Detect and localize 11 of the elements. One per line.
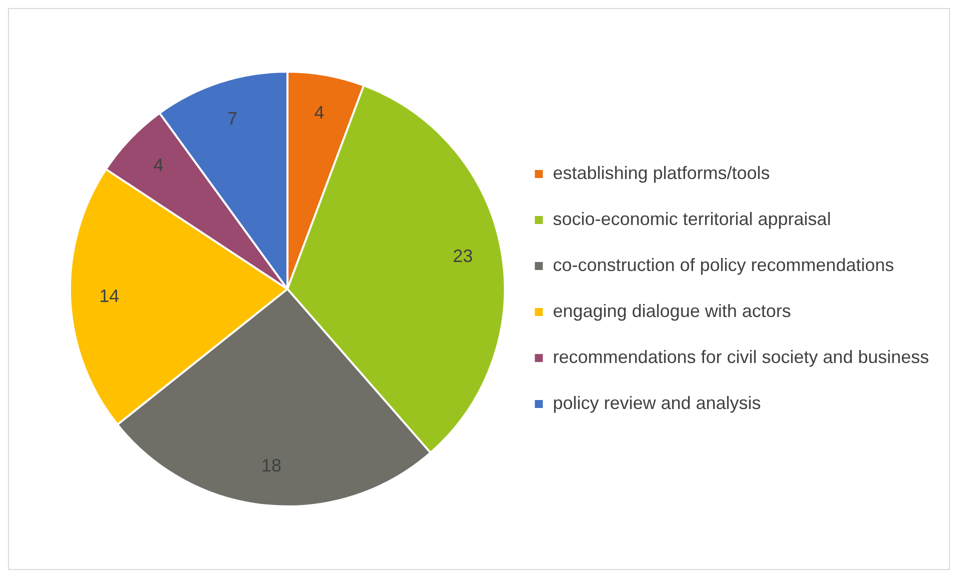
- legend-label: socio-economic territorial appraisal: [552, 208, 831, 229]
- legend-label: engaging dialogue with actors: [552, 300, 791, 321]
- data-label: 14: [99, 286, 120, 306]
- legend-label: establishing platforms/tools: [552, 162, 770, 183]
- legend-label: policy review and analysis: [552, 392, 761, 413]
- data-label: 23: [452, 246, 473, 266]
- data-label: 4: [314, 102, 324, 123]
- data-label: 7: [227, 108, 238, 128]
- legend-label: co-construction of policy recommendations: [552, 254, 894, 275]
- data-label: 4: [154, 154, 164, 175]
- legend-label: recommendations for civil society and business: [552, 346, 929, 367]
